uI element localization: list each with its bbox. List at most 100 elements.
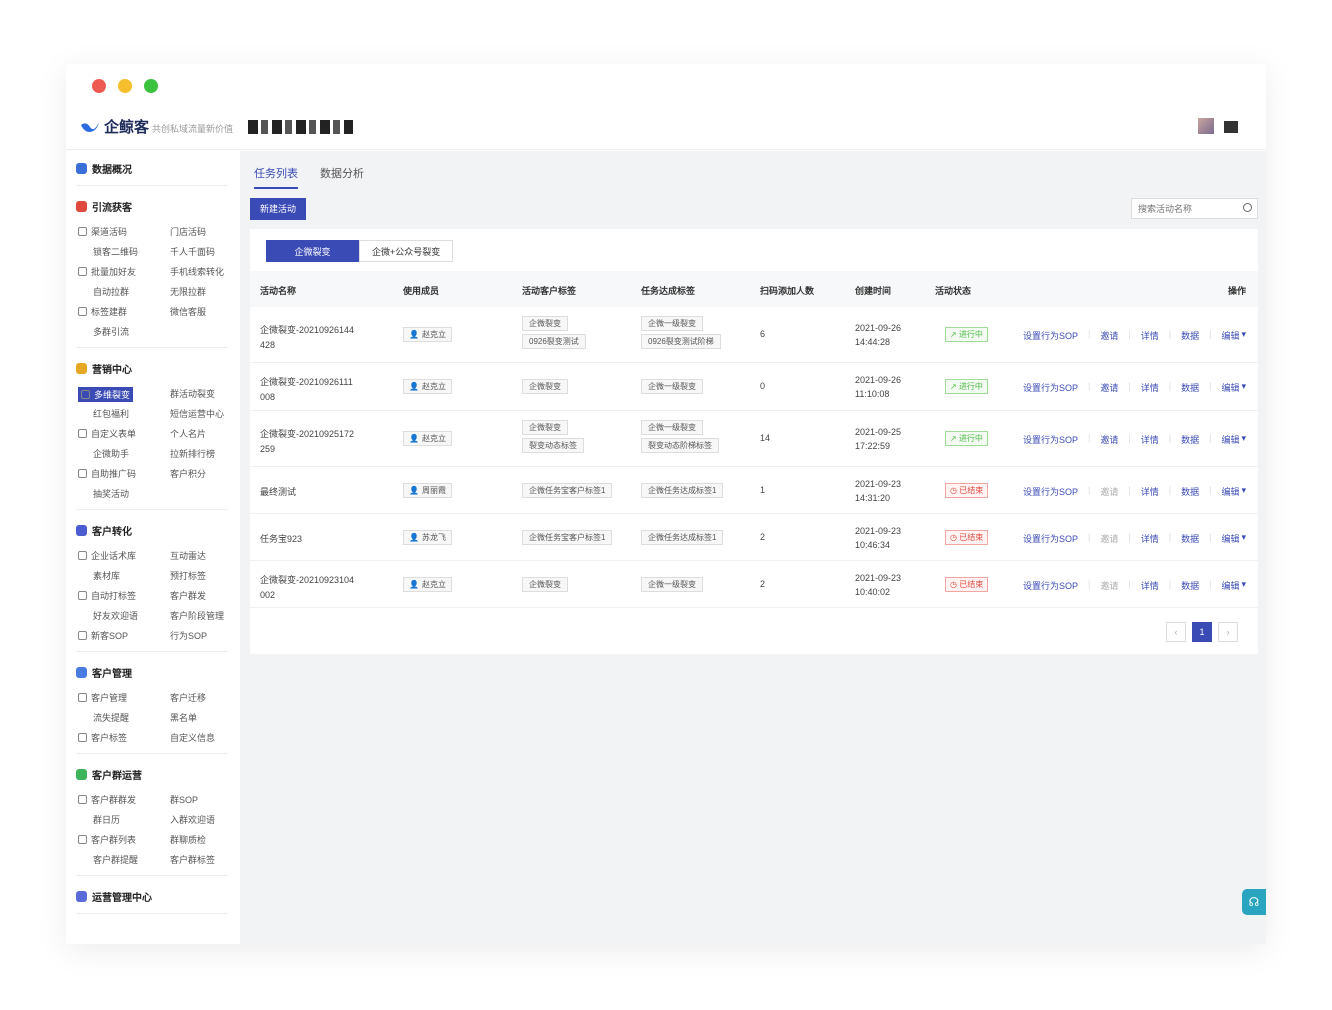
sidebar-item[interactable]: 企微助手 xyxy=(93,447,129,460)
sidebar-item[interactable]: 客户群群发 xyxy=(78,793,136,806)
set-behavior-sop-link[interactable]: 设置行为SOP xyxy=(1023,533,1079,544)
detail-link[interactable]: 详情 xyxy=(1140,486,1159,497)
table-row[interactable]: 最终测试 👤 周丽霞 企微任务宝客户标签1 企微任务达成标签1 1 2021-09-23 14… xyxy=(250,467,1258,514)
invite-link[interactable]: 邀请 xyxy=(1100,580,1119,591)
minimize-window-button[interactable] xyxy=(118,79,132,93)
sidebar-item[interactable]: 企业话术库 xyxy=(78,549,136,562)
chevron-down-icon[interactable]: ▾ xyxy=(1241,433,1246,443)
sidebar-item[interactable]: 行为SOP xyxy=(170,629,207,642)
table-row[interactable]: 企微裂变-20210923104 002 👤 赵克立 企微裂变 企微一级裂变 2 2021-0… xyxy=(250,561,1258,608)
table-row[interactable]: 任务宝923 👤 苏龙飞 企微任务宝客户标签1 企微任务达成标签1 2 2021-09-23… xyxy=(250,514,1258,561)
invite-link[interactable]: 邀请 xyxy=(1100,533,1119,544)
sidebar-item[interactable]: 自动拉群 xyxy=(93,285,129,298)
sidebar-item[interactable]: 多群引流 xyxy=(93,325,129,338)
sidebar-item[interactable]: 批量加好友 xyxy=(78,265,136,278)
sidebar-item[interactable]: 门店活码 xyxy=(170,225,206,238)
data-link[interactable]: 数据 xyxy=(1181,383,1200,393)
sidebar-item[interactable]: 无限拉群 xyxy=(170,285,206,298)
data-link[interactable]: 数据 xyxy=(1181,580,1200,591)
table-row[interactable]: 企微裂变-20210926144 428 👤 赵克立 企微裂变 0926裂变测试 企微一级裂… xyxy=(250,307,1258,363)
sidebar-section-title[interactable]: 营销中心 xyxy=(76,361,132,376)
sidebar-item[interactable]: 群聊质检 xyxy=(170,833,206,846)
invite-link[interactable]: 邀请 xyxy=(1100,435,1119,445)
table-row[interactable]: 企微裂变-20210926111 008 👤 赵克立 企微裂变 企微一级裂变 0 2021-0… xyxy=(250,363,1258,411)
edit-dropdown[interactable]: 编辑 xyxy=(1221,435,1240,445)
data-link[interactable]: 数据 xyxy=(1181,331,1200,341)
edit-dropdown[interactable]: 编辑 xyxy=(1221,383,1240,393)
segment-wecom-fission[interactable]: 企微裂变 xyxy=(266,240,359,262)
sidebar-item[interactable]: 入群欢迎语 xyxy=(170,813,215,826)
sidebar-item[interactable]: 客户迁移 xyxy=(170,691,206,704)
sidebar-item[interactable]: 客户阶段管理 xyxy=(170,609,224,622)
sidebar-item[interactable]: 客户积分 xyxy=(170,467,206,480)
set-behavior-sop-link[interactable]: 设置行为SOP xyxy=(1023,383,1079,393)
invite-link[interactable]: 邀请 xyxy=(1100,331,1119,341)
sidebar-item[interactable]: 互动雷达 xyxy=(170,549,206,562)
search-input[interactable] xyxy=(1131,198,1258,219)
invite-link[interactable]: 邀请 xyxy=(1100,486,1119,497)
sidebar-section-title[interactable]: 客户转化 xyxy=(76,523,132,538)
sidebar-item[interactable]: 好友欢迎语 xyxy=(93,609,138,622)
sidebar-item[interactable]: 客户标签 xyxy=(78,731,127,744)
chevron-down-icon[interactable]: ▾ xyxy=(1241,578,1246,589)
sidebar-item[interactable]: 预打标签 xyxy=(170,569,206,582)
edit-dropdown[interactable]: 编辑 xyxy=(1221,331,1240,341)
sidebar-item[interactable]: 群日历 xyxy=(93,813,120,826)
sidebar-item[interactable]: 自助推广码 xyxy=(78,467,136,480)
detail-link[interactable]: 详情 xyxy=(1140,383,1159,393)
sidebar-item[interactable]: 多维裂变 xyxy=(78,387,134,402)
set-behavior-sop-link[interactable]: 设置行为SOP xyxy=(1023,331,1079,341)
sidebar-item[interactable]: 新客SOP xyxy=(78,629,128,642)
sidebar-item[interactable]: 渠道活码 xyxy=(78,225,127,238)
sidebar-item[interactable]: 客户群提醒 xyxy=(93,853,138,866)
edit-dropdown[interactable]: 编辑 xyxy=(1221,486,1240,497)
prev-page-button[interactable]: ‹ xyxy=(1166,622,1186,642)
detail-link[interactable]: 详情 xyxy=(1140,533,1159,544)
sidebar-item[interactable]: 自动打标签 xyxy=(78,589,136,602)
sidebar-item[interactable]: 素材库 xyxy=(93,569,120,582)
detail-link[interactable]: 详情 xyxy=(1140,580,1159,591)
chevron-down-icon[interactable]: ▾ xyxy=(1241,381,1246,391)
detail-link[interactable]: 详情 xyxy=(1140,331,1159,341)
sidebar-item[interactable]: 流失提醒 xyxy=(93,711,129,724)
set-behavior-sop-link[interactable]: 设置行为SOP xyxy=(1023,580,1079,591)
sidebar-item[interactable]: 自定义表单 xyxy=(78,427,136,440)
avatar[interactable] xyxy=(1198,118,1214,134)
sidebar-item[interactable]: 群SOP xyxy=(170,793,198,806)
chevron-down-icon[interactable]: ▾ xyxy=(1241,484,1246,495)
sidebar-section-title[interactable]: 引流获客 xyxy=(76,199,132,214)
sidebar-item[interactable]: 微信客服 xyxy=(170,305,206,318)
sidebar-item[interactable]: 手机线索转化 xyxy=(170,265,224,278)
data-link[interactable]: 数据 xyxy=(1181,486,1200,497)
sidebar-item[interactable]: 抽奖活动 xyxy=(93,487,129,500)
sidebar-section-title[interactable]: 数据概况 xyxy=(76,161,132,176)
detail-link[interactable]: 详情 xyxy=(1140,435,1159,445)
sidebar-item[interactable]: 黑名单 xyxy=(170,711,197,724)
sidebar-item[interactable]: 拉新排行榜 xyxy=(170,447,215,460)
headset-icon[interactable]: ☊ xyxy=(1242,889,1266,915)
set-behavior-sop-link[interactable]: 设置行为SOP xyxy=(1023,435,1079,445)
maximize-window-button[interactable] xyxy=(144,79,158,93)
sidebar-item[interactable]: 自定义信息 xyxy=(170,731,215,744)
sidebar-section-title[interactable]: 运营管理中心 xyxy=(76,889,152,904)
table-row[interactable]: 企微裂变-20210925172 259 👤 赵克立 企微裂变 裂变动态标签 企微一级裂变裂… xyxy=(250,411,1258,467)
sidebar-item[interactable]: 个人名片 xyxy=(170,427,206,440)
data-link[interactable]: 数据 xyxy=(1181,533,1200,544)
sidebar-section-title[interactable]: 客户管理 xyxy=(76,665,132,680)
edit-dropdown[interactable]: 编辑 xyxy=(1221,580,1240,591)
edit-dropdown[interactable]: 编辑 xyxy=(1221,533,1240,544)
sidebar-section-title[interactable]: 客户群运营 xyxy=(76,767,142,782)
chevron-down-icon[interactable]: ▾ xyxy=(1241,531,1246,542)
tab-task-list[interactable]: 任务列表 xyxy=(254,165,298,189)
user-menu[interactable] xyxy=(1224,121,1238,133)
sidebar-item[interactable]: 客户群列表 xyxy=(78,833,136,846)
sidebar-item[interactable]: 群活动裂变 xyxy=(170,387,215,400)
sidebar-item[interactable]: 客户群标签 xyxy=(170,853,215,866)
sidebar-item[interactable]: 短信运营中心 xyxy=(170,407,224,420)
sidebar-item[interactable]: 客户管理 xyxy=(78,691,127,704)
sidebar-item[interactable]: 千人千面码 xyxy=(170,245,215,258)
set-behavior-sop-link[interactable]: 设置行为SOP xyxy=(1023,486,1079,497)
new-activity-button[interactable]: 新建活动 xyxy=(250,198,307,220)
tab-data-analysis[interactable]: 数据分析 xyxy=(320,168,364,180)
data-link[interactable]: 数据 xyxy=(1181,435,1200,445)
